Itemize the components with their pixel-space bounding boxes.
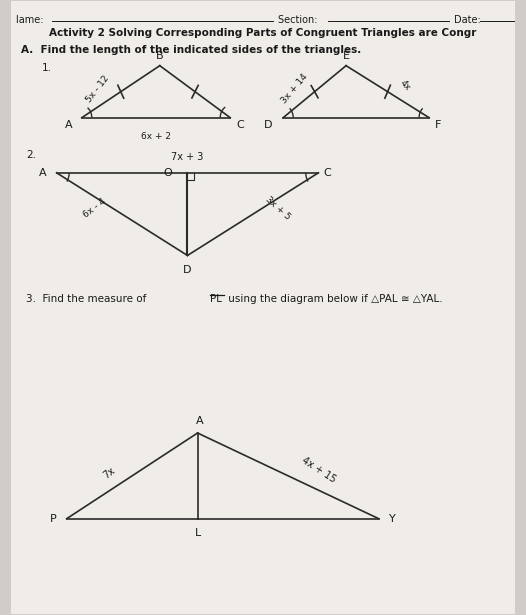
Text: 7x + 3: 7x + 3 [171, 152, 204, 162]
Text: Y: Y [389, 514, 396, 524]
Text: 4x + 15: 4x + 15 [299, 455, 337, 485]
Text: A: A [65, 119, 73, 130]
Text: 3x + 14: 3x + 14 [279, 72, 309, 105]
Text: Date:: Date: [454, 15, 484, 25]
Text: PL: PL [210, 294, 222, 304]
Text: using the diagram below if △PAL ≅ △YAL.: using the diagram below if △PAL ≅ △YAL. [225, 294, 443, 304]
Text: E: E [342, 51, 350, 61]
Text: 6x + 2: 6x + 2 [141, 132, 171, 141]
Text: L: L [195, 528, 201, 538]
Text: C: C [236, 119, 244, 130]
Text: lame:: lame: [16, 15, 47, 25]
Text: 3.  Find the measure of: 3. Find the measure of [26, 294, 150, 304]
Text: 4x: 4x [398, 79, 412, 93]
Text: O: O [164, 168, 173, 178]
Text: P: P [50, 514, 57, 524]
Text: 7x: 7x [102, 465, 117, 480]
Text: 6x - 4: 6x - 4 [82, 197, 107, 220]
Text: A: A [196, 416, 204, 426]
Text: C: C [323, 168, 331, 178]
Text: D: D [264, 119, 272, 130]
Text: 2.: 2. [26, 150, 36, 160]
Text: B: B [156, 51, 164, 61]
Text: 3x + 5: 3x + 5 [264, 194, 292, 221]
Text: 1.: 1. [42, 63, 52, 73]
Text: A.  Find the length of the indicated sides of the triangles.: A. Find the length of the indicated side… [22, 45, 361, 55]
Text: A: A [39, 168, 46, 178]
Text: 5x - 12: 5x - 12 [85, 73, 112, 104]
FancyBboxPatch shape [11, 1, 515, 614]
Text: Section:: Section: [278, 15, 321, 25]
Text: Activity 2 Solving Corresponding Parts of Congruent Triangles are Congr: Activity 2 Solving Corresponding Parts o… [49, 28, 477, 38]
Text: F: F [435, 119, 441, 130]
Text: D: D [183, 264, 191, 275]
